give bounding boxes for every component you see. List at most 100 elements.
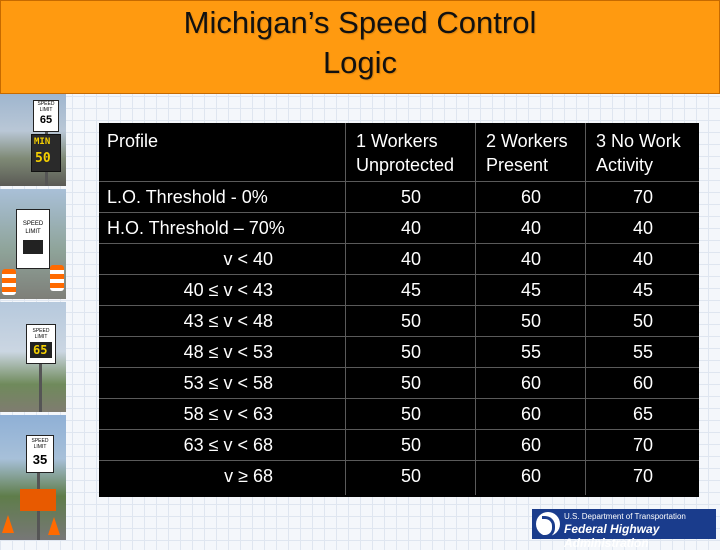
table-row: 40 ≤ v < 43 45 45 45	[99, 275, 699, 306]
row-label: H.O. Threshold – 70%	[107, 218, 285, 238]
table-row: 43 ≤ v < 48 50 50 50	[99, 306, 699, 337]
cell-workers-present: 60	[475, 368, 586, 398]
traffic-cone	[2, 515, 14, 533]
header-text: Present	[486, 155, 549, 175]
cell-workers-unprotected: 50	[345, 182, 476, 212]
row-label-cell: 43 ≤ v < 48	[107, 306, 345, 336]
header-text: 3 No Work	[596, 131, 681, 151]
cell-workers-unprotected: 45	[345, 275, 476, 305]
sign-text: LIMIT	[25, 229, 41, 235]
speed-sign-cones-photo: SPEED LIMIT 35	[0, 415, 66, 540]
dot-emblem-icon	[536, 512, 560, 538]
header-no-work-activity: 3 No Work Activity	[585, 123, 699, 181]
sign-text: SPEED	[37, 101, 55, 107]
work-zone-photo-strip: SPEED LIMIT 65 MIN 50 SPEED LIMIT SPEED …	[0, 94, 66, 540]
cell-no-work-activity: 40	[585, 244, 700, 274]
led-min-value: 50	[35, 151, 51, 166]
sign-text: SPEED	[32, 328, 50, 334]
speed-sign-photo-1: SPEED LIMIT 65 MIN 50	[0, 94, 66, 186]
cell-workers-present: 40	[475, 213, 586, 243]
sign-text: LIMIT	[33, 444, 47, 450]
cell-workers-present: 55	[475, 337, 586, 367]
speed-limit-sign: SPEED LIMIT 65	[26, 324, 56, 364]
header-text: Unprotected	[356, 155, 455, 175]
cell-workers-present: 60	[475, 461, 586, 495]
sign-value: 35	[32, 452, 48, 467]
cell-workers-unprotected: 50	[345, 337, 476, 367]
row-label: L.O. Threshold - 0%	[107, 187, 268, 207]
logo-department-text: U.S. Department of Transportation	[564, 512, 686, 521]
cell-no-work-activity: 70	[585, 430, 700, 460]
cell-no-work-activity: 70	[585, 461, 700, 495]
table-row: 63 ≤ v < 68 50 60 70	[99, 430, 699, 461]
header-workers-unprotected: 1 Workers Unprotected	[345, 123, 475, 181]
speed-limit-sign: SPEED LIMIT 65	[33, 100, 59, 132]
row-label-cell: 58 ≤ v < 63	[107, 399, 345, 429]
cell-no-work-activity: 45	[585, 275, 700, 305]
sign-pole	[39, 352, 42, 412]
header-text: 2 Workers	[486, 131, 568, 151]
speed-limit-sign: SPEED LIMIT 35	[26, 435, 54, 473]
row-label: 48 ≤ v < 53	[183, 342, 273, 362]
cell-workers-present: 60	[475, 399, 586, 429]
led-value: 65	[33, 343, 48, 357]
cell-workers-present: 40	[475, 244, 586, 274]
speed-trailer-photo: SPEED LIMIT	[0, 189, 66, 299]
table-row: H.O. Threshold – 70% 40 40 40	[99, 213, 699, 244]
sign-text: SPEED	[22, 221, 44, 227]
cell-no-work-activity: 50	[585, 306, 700, 336]
led-display	[23, 240, 43, 254]
speed-control-table: Profile 1 Workers Unprotected 2 Workers …	[99, 123, 699, 497]
row-label-cell: 40 ≤ v < 43	[107, 275, 345, 305]
cell-workers-present: 50	[475, 306, 586, 336]
table-header-row: Profile 1 Workers Unprotected 2 Workers …	[99, 123, 699, 182]
cell-workers-unprotected: 50	[345, 430, 476, 460]
sign-text: LIMIT	[39, 107, 53, 113]
arrow-board	[20, 489, 56, 511]
row-label-cell: v ≥ 68	[107, 461, 345, 495]
highway-speed-sign-photo: SPEED LIMIT 65	[0, 302, 66, 412]
construction-barrel	[50, 265, 64, 291]
cell-workers-unprotected: 50	[345, 368, 476, 398]
table-row: L.O. Threshold - 0% 50 60 70	[99, 182, 699, 213]
cell-no-work-activity: 70	[585, 182, 700, 212]
cell-workers-present: 60	[475, 182, 586, 212]
row-label-cell: 63 ≤ v < 68	[107, 430, 345, 460]
sign-text: SPEED	[31, 438, 49, 444]
traffic-cone	[48, 517, 60, 535]
cell-no-work-activity: 40	[585, 213, 700, 243]
row-label: 53 ≤ v < 58	[183, 373, 273, 393]
header-text: Activity	[596, 155, 654, 175]
led-min-label: MIN	[34, 137, 51, 147]
row-label-cell: 48 ≤ v < 53	[107, 337, 345, 367]
header-profile: Profile	[107, 131, 159, 151]
cell-workers-unprotected: 40	[345, 213, 476, 243]
cell-workers-unprotected: 40	[345, 244, 476, 274]
slide-title-line-2: Logic	[322, 45, 398, 80]
logo-agency-text: Federal Highway Administration	[564, 522, 660, 550]
fhwa-logo: U.S. Department of Transportation Federa…	[532, 509, 716, 550]
led-display: 65	[30, 342, 52, 358]
sign-value: 65	[39, 114, 53, 126]
header-workers-present: 2 Workers Present	[475, 123, 585, 181]
slide-title-line-1: Michigan’s Speed Control	[183, 5, 537, 40]
cell-no-work-activity: 55	[585, 337, 700, 367]
row-label: v < 40	[223, 249, 273, 269]
cell-workers-present: 60	[475, 430, 586, 460]
table-row: v ≥ 68 50 60 70	[99, 461, 699, 495]
header-text: 1 Workers	[356, 131, 438, 151]
table-row: 53 ≤ v < 58 50 60 60	[99, 368, 699, 399]
led-speed-display: MIN 50	[31, 134, 61, 172]
cell-workers-unprotected: 50	[345, 461, 476, 495]
table-row: 58 ≤ v < 63 50 60 65	[99, 399, 699, 430]
row-label: 63 ≤ v < 68	[183, 435, 273, 455]
slide-title-bar: Michigan’s Speed Control Logic	[0, 0, 720, 94]
row-label-cell: 53 ≤ v < 58	[107, 368, 345, 398]
table-row: v < 40 40 40 40	[99, 244, 699, 275]
sign-text: LIMIT	[34, 334, 48, 340]
construction-barrel	[2, 269, 16, 295]
row-label: 43 ≤ v < 48	[183, 311, 273, 331]
cell-no-work-activity: 60	[585, 368, 700, 398]
table-row: 48 ≤ v < 53 50 55 55	[99, 337, 699, 368]
row-label: 58 ≤ v < 63	[183, 404, 273, 424]
